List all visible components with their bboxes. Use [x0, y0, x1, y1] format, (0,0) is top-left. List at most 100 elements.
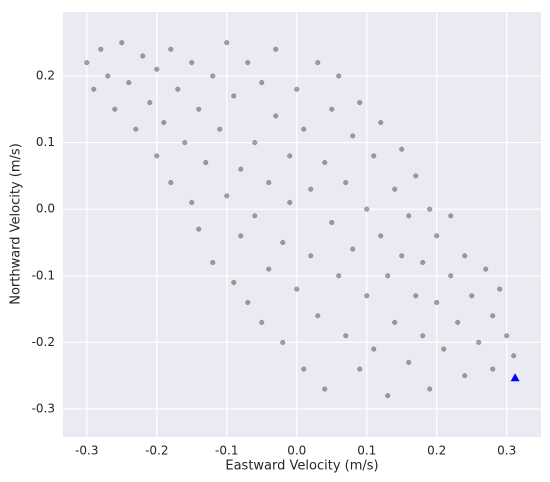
point — [490, 313, 496, 319]
point — [329, 219, 335, 226]
point — [294, 86, 300, 92]
point — [217, 126, 223, 132]
point — [378, 120, 384, 126]
point — [406, 213, 412, 219]
point — [357, 366, 363, 372]
point — [154, 66, 160, 72]
point — [189, 60, 195, 66]
point — [350, 133, 356, 139]
point — [490, 366, 496, 372]
point — [273, 113, 279, 119]
point — [476, 339, 482, 345]
point — [497, 286, 503, 292]
point — [168, 179, 174, 186]
y-tick-label: -0.2 — [32, 335, 55, 349]
point — [273, 46, 279, 52]
point — [448, 273, 454, 279]
point — [308, 186, 314, 192]
point — [371, 346, 377, 352]
point — [329, 106, 335, 112]
point — [448, 213, 454, 219]
point — [280, 339, 286, 345]
point — [154, 153, 160, 159]
points — [84, 40, 520, 399]
point — [252, 140, 258, 146]
y-tick-label: 0.2 — [36, 68, 55, 82]
point — [301, 366, 307, 372]
point — [392, 319, 398, 325]
point — [378, 233, 384, 239]
y-axis-label: Northward Velocity (m/s) — [9, 143, 24, 305]
x-tick-label: 0.2 — [427, 444, 446, 458]
point — [266, 179, 272, 186]
point — [336, 273, 342, 279]
point — [245, 299, 251, 305]
point — [294, 286, 300, 292]
point — [420, 333, 426, 339]
point — [385, 393, 391, 399]
point — [399, 253, 405, 259]
y-tick-label: -0.3 — [32, 402, 55, 416]
point — [441, 346, 447, 352]
x-tick-label: 0.1 — [357, 444, 376, 458]
point — [210, 73, 216, 79]
point — [364, 293, 370, 299]
point — [182, 140, 188, 146]
point — [301, 126, 307, 132]
point — [413, 293, 419, 299]
point — [252, 213, 258, 219]
point — [98, 46, 104, 52]
x-tick-label: -0.2 — [145, 444, 168, 458]
point — [259, 319, 265, 325]
plot-area — [63, 12, 541, 437]
point — [343, 333, 349, 339]
point — [147, 100, 153, 106]
point — [322, 159, 328, 166]
point — [364, 206, 370, 212]
point — [140, 53, 146, 59]
point — [133, 126, 139, 132]
point — [469, 293, 475, 299]
point — [483, 266, 489, 272]
point — [357, 100, 363, 106]
point — [238, 233, 244, 239]
point — [385, 273, 391, 279]
point — [168, 46, 174, 52]
x-tick-label: 0.3 — [497, 444, 516, 458]
point — [238, 166, 244, 172]
point — [392, 186, 398, 192]
point — [434, 233, 440, 239]
point — [350, 246, 356, 252]
point — [511, 353, 517, 359]
point — [406, 359, 412, 365]
x-tick-label: 0.0 — [287, 444, 306, 458]
point — [203, 159, 209, 166]
point — [308, 253, 314, 259]
point — [196, 106, 202, 112]
point — [105, 73, 111, 79]
point — [462, 253, 468, 259]
point — [455, 319, 461, 325]
point — [161, 120, 167, 126]
point — [287, 153, 293, 159]
point — [343, 179, 349, 186]
grid — [63, 12, 541, 437]
x-axis-label: Eastward Velocity (m/s) — [225, 459, 378, 474]
point — [175, 86, 181, 92]
point — [413, 173, 419, 179]
y-tick-label: 0.1 — [36, 135, 55, 149]
point — [231, 93, 237, 99]
y-tick-label: 0.0 — [36, 202, 55, 216]
point — [315, 60, 321, 66]
point — [224, 193, 230, 199]
point — [126, 80, 132, 86]
point — [434, 299, 440, 305]
point — [280, 239, 286, 246]
x-tick-label: -0.3 — [75, 444, 98, 458]
point — [210, 259, 216, 266]
point — [371, 153, 377, 159]
point — [315, 313, 321, 319]
point — [224, 40, 230, 46]
